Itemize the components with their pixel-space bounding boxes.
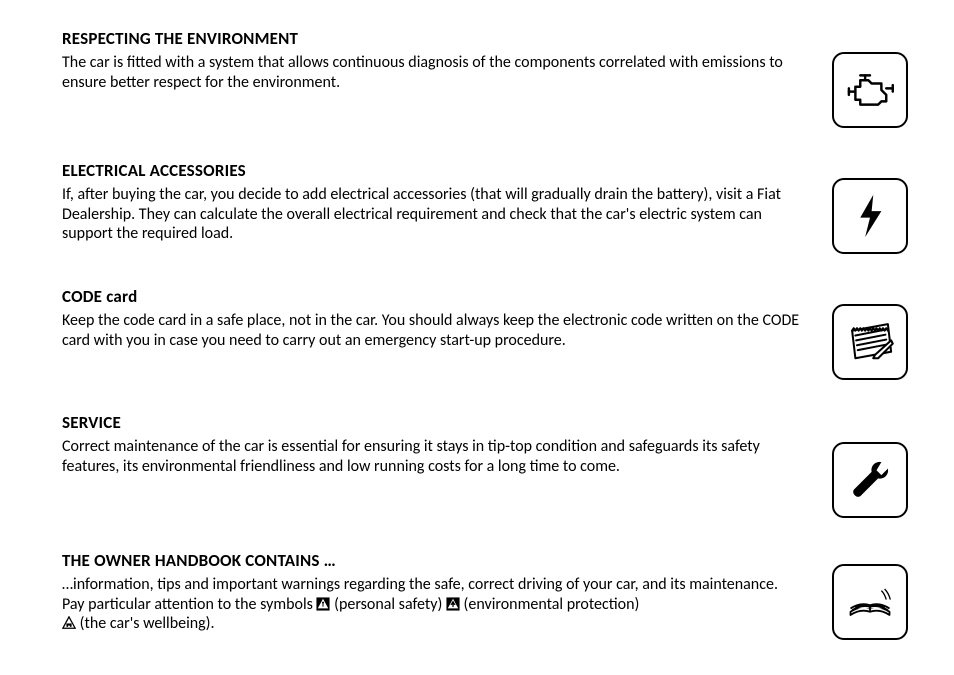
sym3-label: (the car's wellbeing). <box>76 614 215 633</box>
wrench-icon <box>832 442 908 518</box>
heading-environment: RESPECTING THE ENVIRONMENT <box>62 28 803 49</box>
body-service: Correct maintenance of the car is essent… <box>62 437 803 476</box>
sym2-label: (environmental protection) <box>460 595 639 614</box>
icon-col <box>831 550 909 640</box>
lightning-icon <box>832 178 908 254</box>
text-col: RESPECTING THE ENVIRONMENT The car is fi… <box>62 28 831 92</box>
text-col: THE OWNER HANDBOOK CONTAINS … …informati… <box>62 550 831 634</box>
heading-service: SERVICE <box>62 412 803 433</box>
icon-col <box>831 412 909 518</box>
heading-electrical: ELECTRICAL ACCESSORIES <box>62 160 803 181</box>
body-codecard: Keep the code card in a safe place, not … <box>62 311 803 350</box>
section-electrical: ELECTRICAL ACCESSORIES If, after buying … <box>62 160 909 254</box>
body-handbook: …information, tips and important warning… <box>62 575 803 634</box>
text-col: ELECTRICAL ACCESSORIES If, after buying … <box>62 160 831 244</box>
body-environment: The car is fitted with a system that all… <box>62 53 803 92</box>
person-triangle-icon <box>316 597 330 611</box>
icon-col <box>831 28 909 128</box>
car-triangle-icon <box>62 616 76 630</box>
section-environment: RESPECTING THE ENVIRONMENT The car is fi… <box>62 28 909 128</box>
section-handbook: THE OWNER HANDBOOK CONTAINS … …informati… <box>62 550 909 640</box>
section-service: SERVICE Correct maintenance of the car i… <box>62 412 909 518</box>
icon-col <box>831 286 909 380</box>
tree-triangle-icon <box>446 597 460 611</box>
text-col: CODE card Keep the code card in a safe p… <box>62 286 831 350</box>
section-codecard: CODE card Keep the code card in a safe p… <box>62 286 909 380</box>
manual-page: RESPECTING THE ENVIRONMENT The car is fi… <box>0 0 954 668</box>
body-electrical: If, after buying the car, you decide to … <box>62 185 803 244</box>
heading-codecard: CODE card <box>62 286 803 307</box>
text-col: SERVICE Correct maintenance of the car i… <box>62 412 831 476</box>
notepad-icon <box>832 304 908 380</box>
engine-icon <box>832 52 908 128</box>
book-icon <box>832 564 908 640</box>
sym1-label: (personal safety) <box>330 595 445 614</box>
heading-handbook: THE OWNER HANDBOOK CONTAINS … <box>62 550 803 571</box>
icon-col <box>831 160 909 254</box>
